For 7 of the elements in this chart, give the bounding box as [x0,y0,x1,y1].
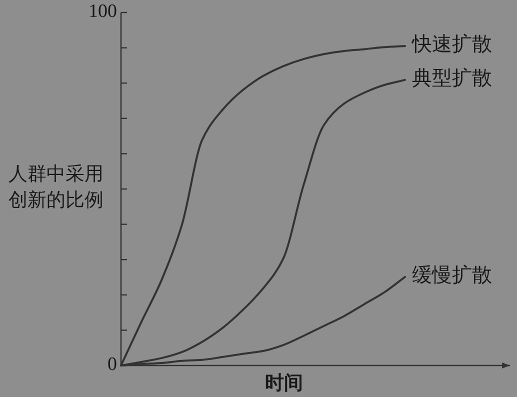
series-label: 缓慢扩散 [412,264,492,286]
y-tick-label: 0 [108,354,117,375]
x-axis-title: 时间 [265,372,303,394]
series-label: 快速扩散 [411,34,492,56]
y-tick-label: 100 [88,0,117,22]
series-label: 典型扩散 [412,68,492,90]
y-axis-title: 人群中采用创新的比例 [8,163,104,213]
